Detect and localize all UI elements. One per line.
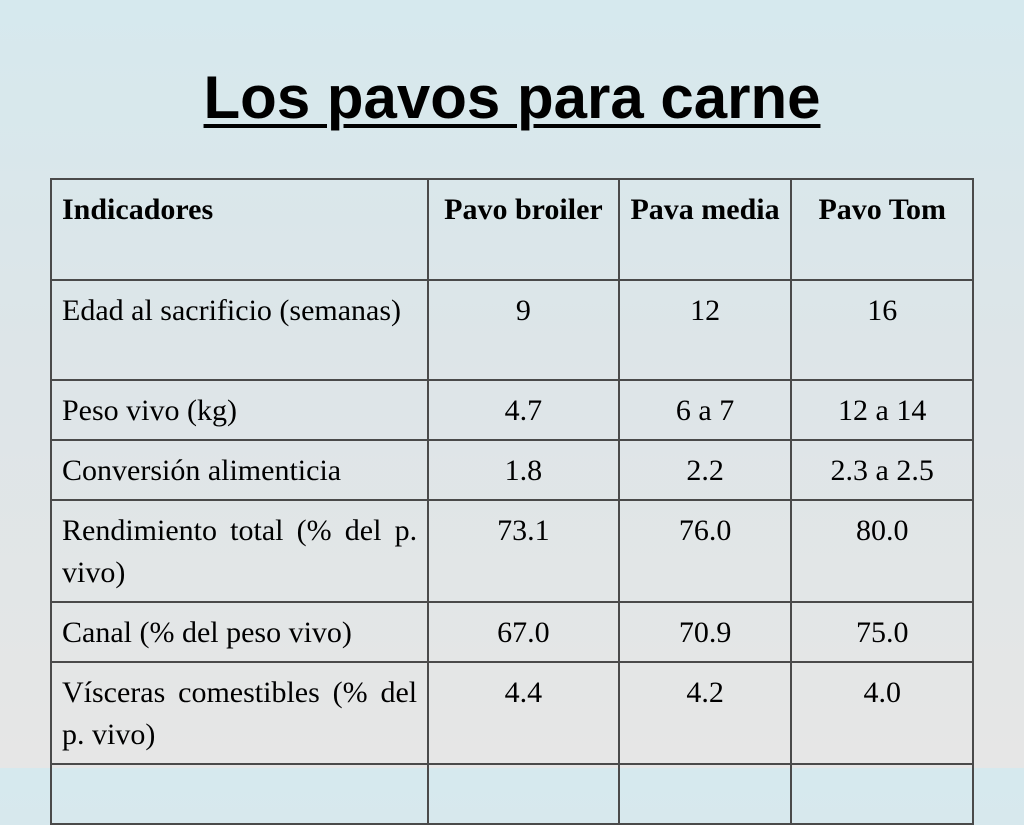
table-cell: 80.0 [790,499,974,603]
table-row: Conversión alimenticia 1.8 2.2 2.3 a 2.5 [49,439,974,501]
header-cell: Pavo Tom [790,178,974,281]
table-cell: 12 [617,279,793,381]
table-cell: 4.7 [427,379,620,441]
table-row: Vísceras comestibles (% del p. vivo) 4.4… [49,661,974,765]
table-cell: 9 [427,279,620,381]
empty-cell [790,763,974,825]
header-cell: Pava media [617,178,793,281]
row-label: Edad al sacrificio (semanas) [49,279,430,381]
table-row: Edad al sacrificio (semanas) 9 12 16 [49,279,974,381]
slide-title: Los pavos para carne [0,62,1024,134]
header-cell: Indicadores [49,178,430,281]
row-label: Peso vivo (kg) [49,379,430,441]
table-cell: 2.3 a 2.5 [790,439,974,501]
table-cell: 16 [790,279,974,381]
table-header-row: Indicadores Pavo broiler Pava media Pavo… [49,178,974,281]
table-cell: 6 a 7 [617,379,793,441]
table-cell: 70.9 [617,601,793,663]
table-cell: 4.2 [617,661,793,765]
row-label: Canal (% del peso vivo) [49,601,430,663]
table-cell: 4.0 [790,661,974,765]
table-cell: 12 a 14 [790,379,974,441]
table-row: Rendimiento total (% del p. vivo) 73.1 7… [49,499,974,603]
empty-cell [49,763,430,825]
empty-cell [427,763,620,825]
table-cell: 73.1 [427,499,620,603]
slide-title-text: Los pavos para carne [203,64,821,131]
empty-cell [617,763,793,825]
table-cell: 67.0 [427,601,620,663]
table-row: Canal (% del peso vivo) 67.0 70.9 75.0 [49,601,974,663]
row-label: Rendimiento total (% del p. vivo) [49,499,430,603]
table-cell: 76.0 [617,499,793,603]
table-cell: 2.2 [617,439,793,501]
row-label: Conversión alimenticia [49,439,430,501]
turkey-data-table: Indicadores Pavo broiler Pava media Pavo… [49,178,974,825]
table-row-partial [49,763,974,825]
table-row: Peso vivo (kg) 4.7 6 a 7 12 a 14 [49,379,974,441]
row-label: Vísceras comestibles (% del p. vivo) [49,661,430,765]
table-cell: 75.0 [790,601,974,663]
header-cell: Pavo broiler [427,178,620,281]
table-cell: 1.8 [427,439,620,501]
table-cell: 4.4 [427,661,620,765]
